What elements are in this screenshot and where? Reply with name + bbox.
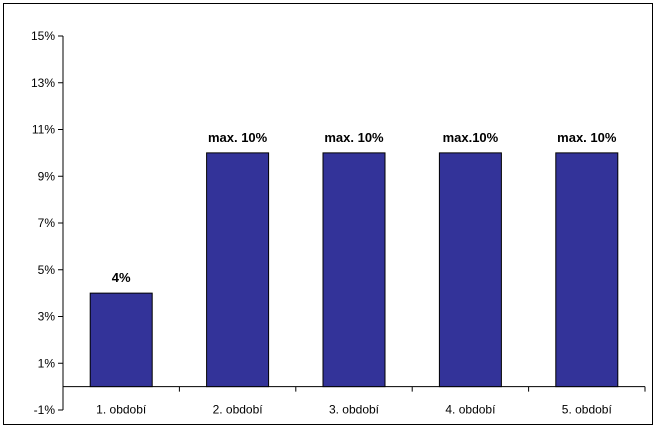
bar-data-labels: 4% max. 10% max. 10% max.10% max. 10% <box>112 130 617 285</box>
y-tick-label: 9% <box>38 169 56 183</box>
bar-data-label: max. 10% <box>208 130 268 145</box>
y-tick-label: 1% <box>38 356 56 370</box>
bar <box>206 152 270 388</box>
y-tick-label: 7% <box>38 216 56 230</box>
bar <box>89 292 153 388</box>
bar-data-label: 4% <box>112 270 131 285</box>
x-axis-ticks: 1. období 2. období 3. období 4. období 5. o… <box>62 386 646 417</box>
x-tick-label: 4. období <box>445 403 496 417</box>
bar-data-label: max. 10% <box>324 130 384 145</box>
bar <box>322 152 386 388</box>
y-tick-label: 3% <box>38 310 56 324</box>
bar-data-label: max.10% <box>443 130 499 145</box>
bars <box>89 152 619 388</box>
y-tick-label: 11% <box>32 123 55 137</box>
y-axis-ticks: -1% 1% 3% 5% 7% 9% 11% 13% 15% <box>31 29 63 417</box>
y-tick-label: 13% <box>31 76 55 90</box>
bar-data-label: max. 10% <box>557 130 617 145</box>
y-tick-label: 15% <box>31 29 55 43</box>
y-tick-label: -1% <box>34 403 56 417</box>
x-tick-label: 3. období <box>329 403 380 417</box>
x-tick-label: 1. období <box>96 403 147 417</box>
y-tick-label: 5% <box>38 263 56 277</box>
bar <box>555 152 619 388</box>
bar <box>438 152 502 388</box>
x-tick-label: 2. období <box>213 403 264 417</box>
x-tick-label: 5. období <box>562 403 613 417</box>
